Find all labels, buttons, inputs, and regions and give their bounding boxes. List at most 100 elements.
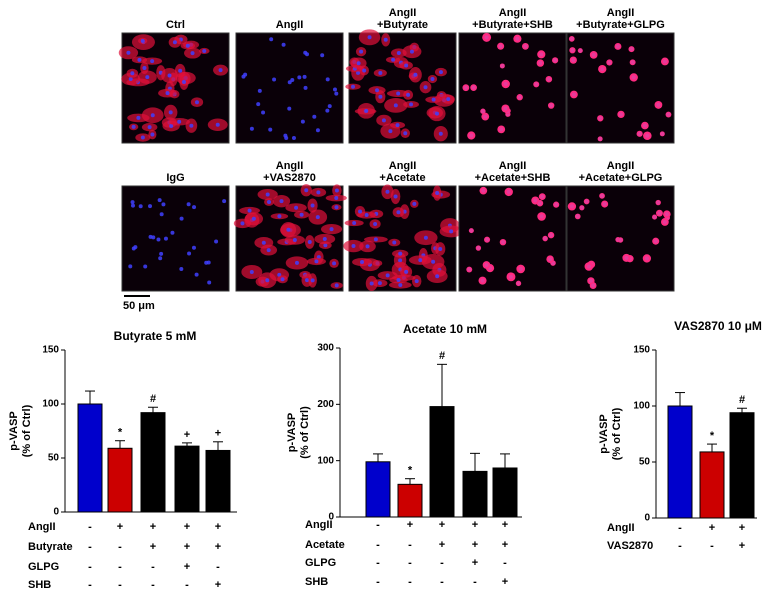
nucleus: [265, 192, 270, 197]
treatment-sign: -: [118, 561, 122, 573]
panel-label: Ctrl: [166, 19, 185, 31]
treatment-name: Butyrate: [28, 541, 73, 553]
treatment-name: VAS2870: [607, 540, 653, 552]
nucleus: [137, 57, 142, 62]
nucleus: [533, 198, 538, 203]
nucleus: [584, 199, 589, 204]
nucleus: [591, 283, 596, 288]
nucleus: [177, 119, 182, 124]
nucleus: [320, 53, 325, 58]
nucleus: [310, 203, 315, 208]
nucleus: [645, 133, 650, 138]
panel-label: AngII: [607, 160, 635, 172]
nucleus: [261, 240, 266, 245]
nucleus: [375, 88, 380, 93]
y-tick-label: 0: [644, 513, 650, 524]
nucleus: [143, 264, 148, 269]
nucleus: [431, 259, 436, 264]
nucleus: [503, 106, 508, 111]
nucleus: [179, 267, 184, 272]
treatment-sign: -: [88, 561, 92, 573]
nucleus: [167, 73, 172, 78]
nucleus: [396, 278, 401, 283]
treatment-sign: -: [678, 522, 682, 534]
nucleus: [549, 103, 554, 108]
nucleus: [571, 58, 576, 63]
treatment-sign: +: [215, 521, 221, 533]
treatment-sign: +: [502, 519, 508, 531]
panel-label: AngII: [499, 7, 527, 19]
nucleus: [396, 91, 401, 96]
treatment-sign: +: [472, 519, 478, 531]
nucleus: [362, 68, 367, 73]
nucleus: [163, 236, 168, 241]
nucleus: [438, 70, 443, 75]
significance-mark: *: [710, 430, 715, 442]
treatment-sign: -: [376, 519, 380, 531]
treatment-name: GLPG: [305, 557, 336, 569]
nucleus: [662, 59, 667, 64]
y-axis-label-line: p-VASP: [286, 413, 298, 453]
treatment-name: SHB: [28, 579, 51, 591]
nucleus: [256, 102, 261, 107]
nucleus: [392, 240, 397, 245]
nucleus: [418, 258, 423, 263]
nucleus: [508, 274, 513, 279]
nucleus: [538, 61, 543, 66]
significance-mark: #: [150, 393, 156, 405]
nucleus: [398, 282, 403, 287]
nucleus: [652, 215, 657, 220]
treatment-sign: -: [440, 557, 444, 569]
nucleus: [168, 110, 173, 115]
nucleus: [302, 74, 307, 79]
nucleus: [128, 264, 133, 269]
y-tick-label: 150: [633, 345, 650, 356]
nucleus: [281, 42, 286, 47]
bar: [699, 451, 725, 519]
nucleus: [332, 261, 337, 266]
nucleus: [272, 77, 277, 82]
bar: [667, 405, 693, 519]
nucleus: [396, 210, 401, 215]
nucleus: [130, 203, 135, 208]
bar: [429, 406, 455, 518]
nucleus: [334, 188, 339, 193]
nucleus: [187, 251, 192, 256]
treatment-sign: +: [502, 539, 508, 551]
treatment-sign: +: [184, 561, 190, 573]
nucleus: [480, 278, 485, 283]
nucleus: [356, 61, 361, 66]
panel-label: +Butyrate+SHB: [472, 19, 553, 31]
treatment-sign: +: [502, 576, 508, 588]
bar: [140, 412, 166, 513]
nucleus: [378, 70, 383, 75]
nucleus: [292, 238, 297, 243]
treatment-sign: -: [376, 557, 380, 569]
nucleus: [192, 205, 197, 210]
nucleus: [430, 77, 435, 82]
nucleus: [194, 272, 199, 277]
nucleus: [277, 214, 282, 219]
nucleus: [469, 133, 474, 138]
nucleus: [423, 235, 428, 240]
nucleus: [240, 221, 245, 226]
nucleus: [471, 85, 476, 90]
nucleus: [150, 132, 155, 137]
panel-label: +Acetate+GLPG: [579, 172, 663, 184]
nucleus: [395, 123, 400, 128]
nucleus: [543, 236, 548, 241]
panel-label: AngII: [499, 160, 527, 172]
micrograph: [235, 32, 344, 144]
nucleus: [291, 135, 296, 140]
nucleus: [463, 85, 468, 90]
nucleus: [485, 237, 490, 242]
y-tick-label: 100: [317, 455, 334, 466]
nucleus: [170, 230, 175, 235]
y-tick-label: 150: [42, 345, 59, 356]
nucleus: [265, 278, 270, 283]
nucleus: [156, 237, 161, 242]
y-axis-label-line: (% of Ctrl): [299, 406, 311, 459]
treatment-sign: -: [376, 576, 380, 588]
nucleus: [518, 266, 523, 271]
